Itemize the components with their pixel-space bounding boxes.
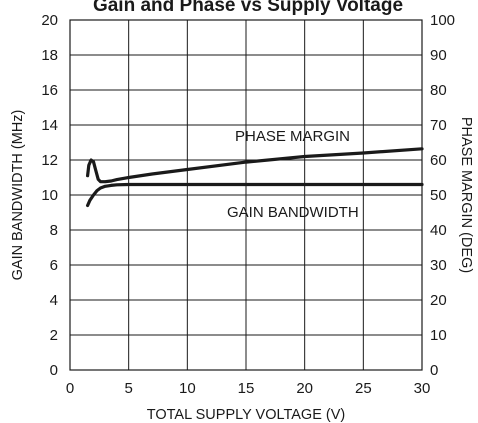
y2-tick-label: 30 [430,257,447,274]
plot-frame [69,19,423,371]
x-tick-label: 25 [355,380,372,397]
plot-series [86,147,424,208]
y2-tick-label: 60 [430,152,447,169]
chart-title: Gain and Phase vs Supply Voltage [93,0,403,16]
x-tick-label: 30 [414,380,431,397]
y-axis-label: GAIN BANDWIDTH (MHz) [10,110,26,281]
y-tick-label: 0 [50,362,58,379]
y2-axis-label: PHASE MARGIN (DEG) [458,117,474,273]
y2-tick-label: 100 [430,12,455,29]
y2-tick-label: 0 [430,362,438,379]
y2-tick-label: 20 [430,292,447,309]
y-tick-label: 16 [41,82,58,99]
y-tick-label: 10 [41,187,58,204]
x-tick-label: 0 [66,380,74,397]
y2-tick-label: 50 [430,187,447,204]
x-tick-label: 20 [296,380,313,397]
plot-grid [70,20,422,370]
y-tick-label: 12 [41,152,58,169]
y2-tick-label: 90 [430,47,447,64]
y2-tick-label: 80 [430,82,447,99]
x-tick-label: 10 [179,380,196,397]
y-tick-label: 8 [50,222,58,239]
y2-tick-label: 70 [430,117,447,134]
series-line-gain-bandwidth [86,182,424,208]
x-axis-label: TOTAL SUPPLY VOLTAGE (V) [147,407,346,423]
x-tick-label: 5 [124,380,132,397]
y2-tick-label: 10 [430,327,447,344]
y-tick-label: 20 [41,12,58,29]
y2-tick-label: 40 [430,222,447,239]
series-line-phase-margin [86,147,424,184]
series-label-phase-margin: PHASE MARGIN [235,128,350,145]
y-tick-label: 4 [50,292,58,309]
y-tick-label: 2 [50,327,58,344]
y-tick-label: 18 [41,47,58,64]
series-label-gain-bandwidth: GAIN BANDWIDTH [227,204,359,221]
x-tick-label: 15 [238,380,255,397]
y-tick-label: 14 [41,117,58,134]
y-tick-label: 6 [50,257,58,274]
tick-labels: 0 5 10 15 20 25 300246810121416182001020304050… [41,12,455,397]
